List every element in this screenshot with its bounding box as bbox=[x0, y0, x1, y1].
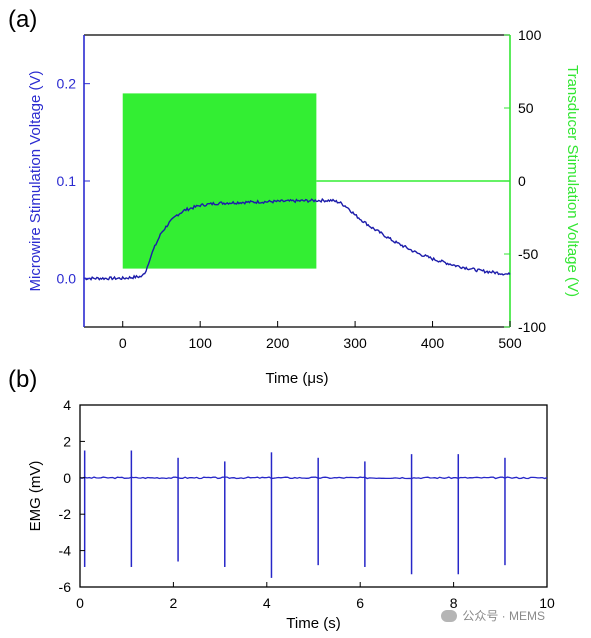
x-axis-label: Time (s) bbox=[286, 615, 340, 632]
right-y-tick-label: -50 bbox=[518, 246, 538, 262]
x-axis-label: Time (μs) bbox=[265, 370, 328, 387]
x-tick-label: 300 bbox=[343, 335, 367, 351]
y-tick-label: -6 bbox=[59, 579, 72, 595]
panel-b-label: (b) bbox=[8, 366, 37, 393]
left-y-tick-label: 0.1 bbox=[57, 173, 77, 189]
left-y-axis-label: Microwire Stimulation Voltage (V) bbox=[27, 71, 44, 292]
x-tick-label: 2 bbox=[170, 595, 178, 611]
left-y-tick-label: 0.2 bbox=[57, 76, 77, 92]
transducer-pulse-block bbox=[122, 93, 317, 269]
x-tick-label: 0 bbox=[76, 595, 84, 611]
right-y-axis-label: Transducer Stimulation Voltage (V) bbox=[564, 65, 581, 297]
left-y-tick-label: 0.0 bbox=[57, 270, 77, 286]
emg-baseline-trace bbox=[79, 476, 548, 480]
x-tick-label: 400 bbox=[421, 335, 445, 351]
x-tick-label: 500 bbox=[498, 335, 522, 351]
x-tick-label: 8 bbox=[450, 595, 458, 611]
watermark-text: 公众号 · MEMS bbox=[462, 609, 545, 623]
x-tick-label: 6 bbox=[356, 595, 364, 611]
x-tick-label: 200 bbox=[266, 335, 290, 351]
x-tick-label: 0 bbox=[119, 335, 127, 351]
watermark: 公众号 · MEMS bbox=[441, 607, 545, 624]
microwire-voltage-line bbox=[83, 197, 511, 281]
y-tick-label: -2 bbox=[59, 506, 72, 522]
y-tick-label: 0 bbox=[63, 470, 71, 486]
y-tick-label: -4 bbox=[59, 543, 72, 559]
right-y-tick-label: -100 bbox=[518, 319, 546, 335]
y-axis-label: EMG (mV) bbox=[27, 461, 44, 532]
plot-frame bbox=[79, 404, 548, 588]
wechat-icon bbox=[441, 609, 458, 622]
x-tick-label: 4 bbox=[263, 595, 271, 611]
chart-b: 0 2 4 6 8 10 -6 -4 -2 0 2 4 Time (s) EMG (mV) bbox=[27, 397, 555, 632]
right-y-tick-label: 50 bbox=[518, 100, 534, 116]
x-tick-label: 100 bbox=[189, 335, 213, 351]
x-tick-label: 10 bbox=[539, 595, 555, 611]
right-y-tick-label: 0 bbox=[518, 173, 526, 189]
right-y-tick-label: 100 bbox=[518, 27, 542, 43]
panel-a-label: (a) bbox=[8, 6, 37, 33]
chart-a: 0 100 200 300 400 500 0.0 0.1 0.2 -100 -50 0 50 100 Ti… bbox=[27, 27, 581, 387]
y-tick-label: 2 bbox=[63, 433, 71, 449]
y-tick-label: 4 bbox=[63, 397, 71, 413]
